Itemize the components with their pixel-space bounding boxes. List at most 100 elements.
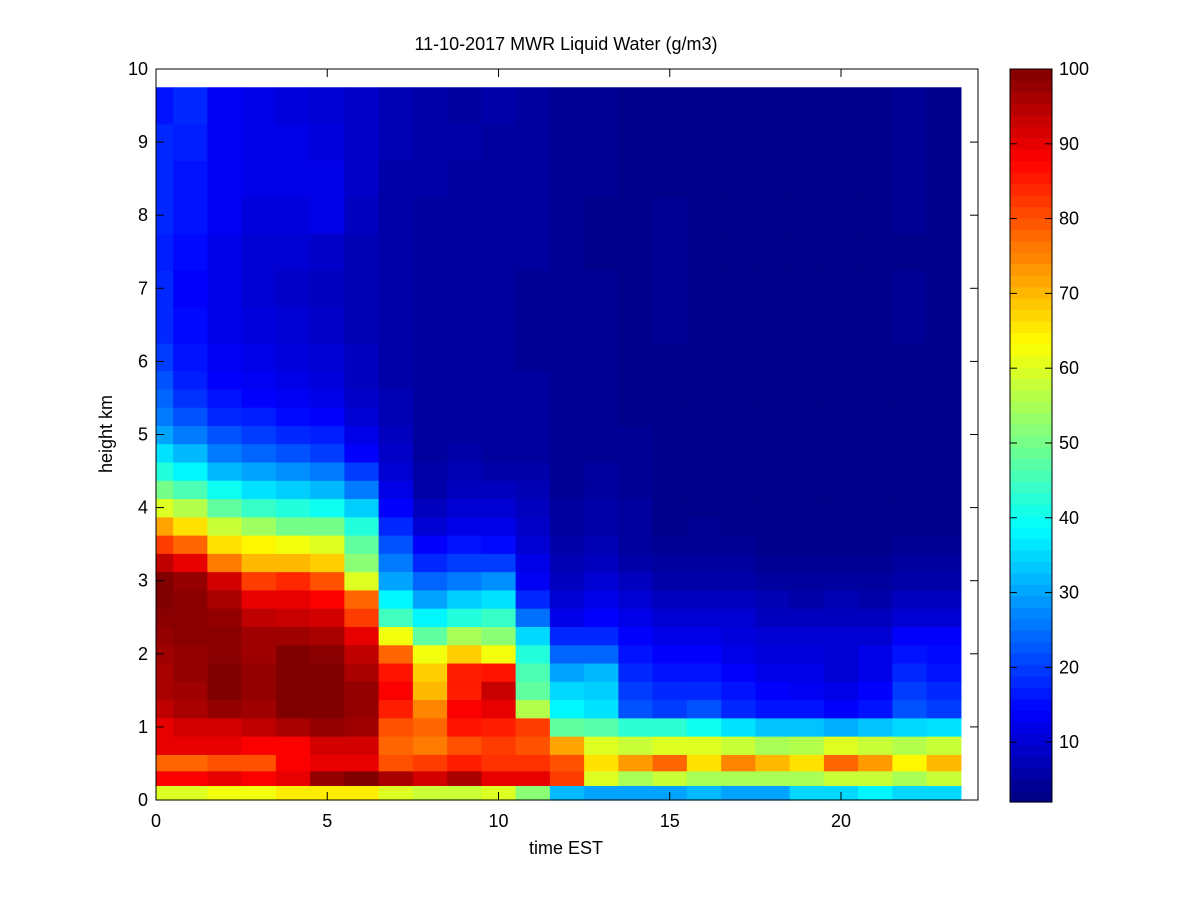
heatmap-cell	[858, 196, 893, 235]
heatmap-cell	[412, 233, 448, 271]
heatmap-cell	[755, 644, 791, 664]
colorbar-segment	[1010, 515, 1052, 528]
heatmap-cell	[686, 626, 722, 646]
heatmap-cell	[515, 785, 551, 801]
heatmap-cell	[755, 736, 791, 755]
heatmap-cell	[173, 443, 208, 463]
heatmap-cell	[310, 662, 345, 682]
heatmap-cell	[755, 306, 791, 344]
y-tick-label: 9	[138, 132, 148, 152]
heatmap-cell	[755, 123, 791, 161]
heatmap-cell	[241, 270, 277, 308]
heatmap-cell	[481, 443, 517, 463]
heatmap-cell	[481, 626, 517, 646]
heatmap-cell	[549, 681, 585, 701]
heatmap-cell	[310, 123, 345, 161]
heatmap-cell	[618, 233, 654, 271]
heatmap-cell	[207, 370, 243, 390]
heatmap-cell	[789, 589, 825, 609]
colorbar-segment	[1010, 424, 1052, 437]
heatmap-cell	[686, 608, 722, 627]
heatmap-cell	[310, 516, 345, 536]
colorbar-segment	[1010, 137, 1052, 150]
heatmap-cell	[344, 87, 380, 125]
heatmap-cell	[447, 270, 482, 308]
heatmap-cell	[892, 516, 928, 536]
heatmap-cell	[926, 388, 962, 408]
heatmap-cell	[755, 196, 791, 235]
y-axis-label: height km	[96, 395, 116, 473]
heatmap-cell	[926, 785, 962, 801]
heatmap-cell	[241, 480, 277, 500]
heatmap-cell	[156, 553, 174, 573]
heatmap-cell	[275, 306, 311, 344]
heatmap-cell	[686, 553, 722, 573]
heatmap-cell	[241, 407, 277, 426]
heatmap-cell	[618, 443, 654, 463]
colorbar-segment	[1010, 389, 1052, 402]
heatmap-cell	[481, 535, 517, 554]
heatmap-cell	[858, 388, 893, 408]
y-tick-label: 0	[138, 790, 148, 810]
heatmap-cell	[207, 736, 243, 755]
x-tick-label: 15	[660, 811, 680, 831]
heatmap-cell	[652, 736, 688, 755]
heatmap-cell	[156, 160, 174, 198]
heatmap-cell	[686, 425, 722, 445]
heatmap-cell	[652, 770, 688, 786]
heatmap-cell	[515, 770, 551, 786]
heatmap-cell	[481, 770, 517, 786]
heatmap-cell	[275, 770, 311, 786]
heatmap-cell	[755, 681, 791, 701]
heatmap-cell	[755, 553, 791, 573]
heatmap-cell	[652, 443, 688, 463]
heatmap-cell	[378, 87, 414, 125]
heatmap-cell	[721, 589, 756, 609]
heatmap-cell	[310, 270, 345, 308]
y-tick-label: 3	[138, 571, 148, 591]
heatmap-cell	[515, 233, 551, 271]
heatmap-cell	[173, 87, 208, 125]
heatmap-cell	[618, 370, 654, 390]
heatmap-cell	[652, 480, 688, 500]
heatmap-cell	[481, 571, 517, 591]
heatmap-cell	[344, 123, 380, 161]
heatmap-cell	[755, 662, 791, 682]
heatmap-cell	[344, 480, 380, 500]
colorbar-segment	[1010, 676, 1052, 689]
heatmap-cell	[789, 425, 825, 445]
heatmap-cell	[481, 425, 517, 445]
heatmap-cell	[173, 498, 208, 518]
heatmap-cell	[275, 608, 311, 627]
heatmap-cell	[549, 535, 585, 554]
heatmap-cell	[447, 425, 482, 445]
heatmap-cell	[447, 306, 482, 344]
heatmap-cell	[892, 662, 928, 682]
x-tick-label: 10	[488, 811, 508, 831]
colorbar-segment	[1010, 653, 1052, 666]
heatmap-cell	[892, 160, 928, 198]
heatmap-cell	[549, 343, 585, 372]
heatmap-cell	[207, 87, 243, 125]
heatmap-cell	[275, 87, 311, 125]
heatmap-cell	[378, 662, 414, 682]
heatmap-cell	[344, 589, 380, 609]
heatmap-cell	[721, 160, 756, 198]
heatmap-cell	[652, 754, 688, 772]
heatmap-cell	[207, 388, 243, 408]
heatmap-cell	[344, 535, 380, 554]
heatmap-cell	[310, 233, 345, 271]
heatmap-cell	[823, 370, 859, 390]
heatmap-cell	[721, 233, 756, 271]
heatmap-cell	[686, 233, 722, 271]
heatmap-cell	[275, 270, 311, 308]
heatmap-cell	[926, 233, 962, 271]
heatmap-cell	[789, 736, 825, 755]
heatmap-cell	[652, 608, 688, 627]
heatmap-cell	[275, 571, 311, 591]
heatmap-cell	[789, 571, 825, 591]
heatmap-cell	[447, 343, 482, 372]
heatmap-cell	[721, 785, 756, 801]
colorbar-segment	[1010, 458, 1052, 471]
heatmap-cell	[618, 461, 654, 481]
